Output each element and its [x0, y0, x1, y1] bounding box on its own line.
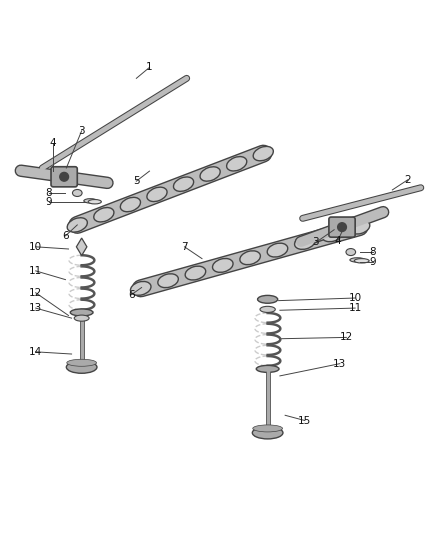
Text: 6: 6: [62, 231, 69, 241]
Text: 12: 12: [29, 288, 42, 298]
FancyBboxPatch shape: [51, 167, 77, 187]
Ellipse shape: [259, 306, 275, 312]
Text: 5: 5: [133, 176, 139, 186]
Ellipse shape: [72, 189, 82, 197]
Ellipse shape: [294, 236, 314, 249]
Text: 13: 13: [332, 359, 346, 369]
Ellipse shape: [88, 199, 101, 204]
Text: 15: 15: [297, 416, 311, 425]
Ellipse shape: [253, 147, 273, 161]
Ellipse shape: [239, 251, 260, 265]
Ellipse shape: [94, 207, 114, 222]
Ellipse shape: [66, 361, 97, 373]
Ellipse shape: [147, 187, 167, 201]
Ellipse shape: [200, 167, 220, 181]
Ellipse shape: [74, 315, 89, 321]
FancyBboxPatch shape: [328, 217, 354, 237]
Ellipse shape: [70, 309, 93, 316]
Ellipse shape: [130, 281, 151, 295]
Text: 6: 6: [127, 290, 134, 300]
Text: 13: 13: [29, 303, 42, 313]
Circle shape: [337, 223, 346, 231]
Text: 3: 3: [78, 126, 85, 136]
Circle shape: [60, 172, 68, 181]
Ellipse shape: [212, 259, 233, 272]
Text: 11: 11: [348, 303, 361, 313]
Text: 14: 14: [29, 347, 42, 357]
Ellipse shape: [256, 366, 279, 373]
Ellipse shape: [349, 258, 364, 262]
Polygon shape: [76, 238, 87, 255]
Text: 8: 8: [46, 188, 52, 198]
Ellipse shape: [157, 274, 178, 288]
Text: 9: 9: [46, 197, 52, 207]
Ellipse shape: [349, 220, 369, 234]
Ellipse shape: [252, 426, 283, 439]
Text: 10: 10: [29, 242, 42, 252]
Ellipse shape: [185, 266, 205, 280]
Text: 3: 3: [312, 237, 318, 247]
Ellipse shape: [84, 199, 97, 203]
Text: 4: 4: [334, 236, 340, 246]
Ellipse shape: [252, 425, 282, 432]
Text: 11: 11: [29, 266, 42, 276]
Text: 10: 10: [348, 293, 361, 303]
Text: 8: 8: [368, 247, 375, 257]
Text: 2: 2: [403, 175, 410, 185]
Ellipse shape: [67, 359, 96, 366]
Ellipse shape: [345, 248, 355, 255]
Ellipse shape: [173, 177, 193, 191]
Text: 12: 12: [339, 333, 352, 342]
Ellipse shape: [67, 218, 87, 232]
Ellipse shape: [321, 228, 342, 241]
Ellipse shape: [226, 157, 246, 171]
Ellipse shape: [257, 295, 277, 303]
Ellipse shape: [267, 243, 287, 257]
Text: 9: 9: [368, 257, 375, 267]
Ellipse shape: [120, 197, 140, 212]
Ellipse shape: [353, 259, 368, 263]
Text: 4: 4: [50, 138, 57, 148]
Text: 1: 1: [146, 62, 152, 72]
Text: 7: 7: [181, 242, 187, 252]
